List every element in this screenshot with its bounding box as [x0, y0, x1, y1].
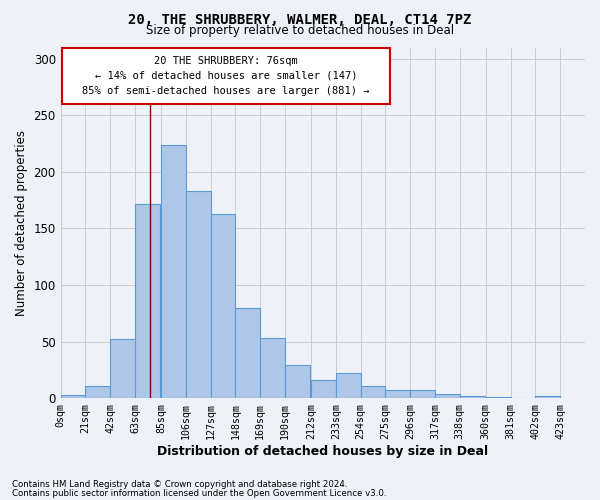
Bar	[460, 396, 485, 398]
Bar	[85, 386, 110, 398]
Bar	[385, 390, 410, 398]
Bar	[260, 338, 285, 398]
Bar	[410, 390, 435, 398]
Y-axis label: Number of detached properties: Number of detached properties	[15, 130, 28, 316]
Text: Size of property relative to detached houses in Deal: Size of property relative to detached ho…	[146, 24, 454, 37]
X-axis label: Distribution of detached houses by size in Deal: Distribution of detached houses by size …	[157, 444, 488, 458]
Bar	[161, 145, 186, 398]
Bar	[311, 380, 336, 398]
Text: Contains HM Land Registry data © Crown copyright and database right 2024.: Contains HM Land Registry data © Crown c…	[12, 480, 347, 489]
Bar	[435, 394, 460, 398]
Bar	[336, 373, 361, 398]
Text: Contains public sector information licensed under the Open Government Licence v3: Contains public sector information licen…	[12, 489, 386, 498]
Text: 20 THE SHRUBBERY: 76sqm
← 14% of detached houses are smaller (147)
85% of semi-d: 20 THE SHRUBBERY: 76sqm ← 14% of detache…	[82, 56, 370, 96]
Text: 20, THE SHRUBBERY, WALMER, DEAL, CT14 7PZ: 20, THE SHRUBBERY, WALMER, DEAL, CT14 7P…	[128, 12, 472, 26]
Bar	[361, 386, 385, 398]
Bar	[186, 191, 211, 398]
FancyBboxPatch shape	[62, 48, 390, 104]
Bar	[235, 308, 260, 398]
Bar	[285, 366, 310, 398]
Bar	[110, 340, 135, 398]
Bar	[211, 214, 235, 398]
Bar	[535, 396, 560, 398]
Bar	[486, 397, 511, 398]
Bar	[61, 394, 85, 398]
Bar	[135, 204, 160, 398]
